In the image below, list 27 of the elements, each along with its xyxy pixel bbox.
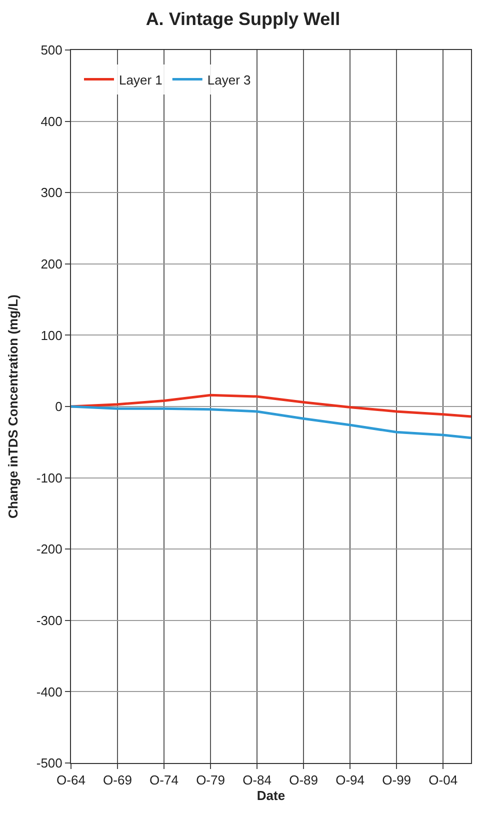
- x-tick-label: O-89: [289, 772, 318, 788]
- x-tick-label: O-04: [428, 772, 458, 788]
- y-tick-label: -200: [36, 542, 62, 557]
- x-tick-label: O-99: [382, 772, 412, 788]
- y-tick-label: 300: [40, 185, 62, 200]
- y-tick-label: -500: [36, 756, 62, 771]
- legend-label: Layer 1: [119, 72, 162, 88]
- x-tick-label: O-94: [336, 772, 365, 788]
- line-series: [71, 394, 471, 418]
- x-tick-label: O-69: [103, 772, 132, 788]
- line-series: [71, 405, 471, 440]
- x-tick-label: O-84: [242, 772, 272, 788]
- y-tick-label: 100: [40, 328, 62, 343]
- y-tick-label: -100: [36, 470, 62, 486]
- x-tick-label: O-79: [196, 772, 225, 788]
- x-axis-title: Date: [256, 788, 286, 804]
- x-tick-label: O-74: [150, 772, 178, 788]
- y-tick-label: -300: [36, 612, 62, 628]
- chart-title: A. Vintage Supply Well: [146, 8, 340, 29]
- legend-label: Layer 3: [207, 72, 251, 88]
- y-tick-label: -400: [36, 684, 62, 700]
- y-tick-label: 0: [55, 399, 62, 414]
- y-tick-label: 400: [40, 114, 62, 129]
- y-tick-label: 200: [40, 256, 62, 272]
- y-tick-label: 500: [40, 42, 62, 58]
- x-tick-label: O-64: [56, 772, 86, 788]
- y-axis-title: Change inTDS Concentration (mg/L): [5, 294, 20, 518]
